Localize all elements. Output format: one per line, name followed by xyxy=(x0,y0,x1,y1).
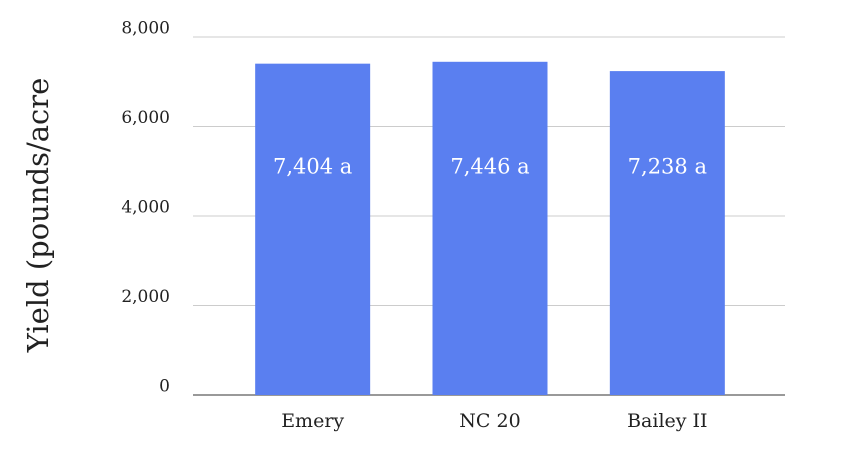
y-tick-label: 6,000 xyxy=(121,108,170,128)
y-tick-label: 8,000 xyxy=(121,19,170,39)
x-tick-label: Emery xyxy=(281,410,344,432)
y-axis-title: Yield (pounds/acre xyxy=(21,78,55,354)
x-tick-label: Bailey II xyxy=(627,410,707,432)
bar xyxy=(609,71,725,396)
bar xyxy=(255,63,371,396)
value-label: 7,404 a xyxy=(273,155,352,179)
y-tick-label: 4,000 xyxy=(121,198,170,218)
bar xyxy=(432,61,548,395)
y-tick-label: 0 xyxy=(159,377,170,397)
x-tick-label: NC 20 xyxy=(459,410,520,432)
value-label: 7,238 a xyxy=(628,155,707,179)
value-label: 7,446 a xyxy=(450,155,529,179)
y-tick-label: 2,000 xyxy=(121,287,170,307)
